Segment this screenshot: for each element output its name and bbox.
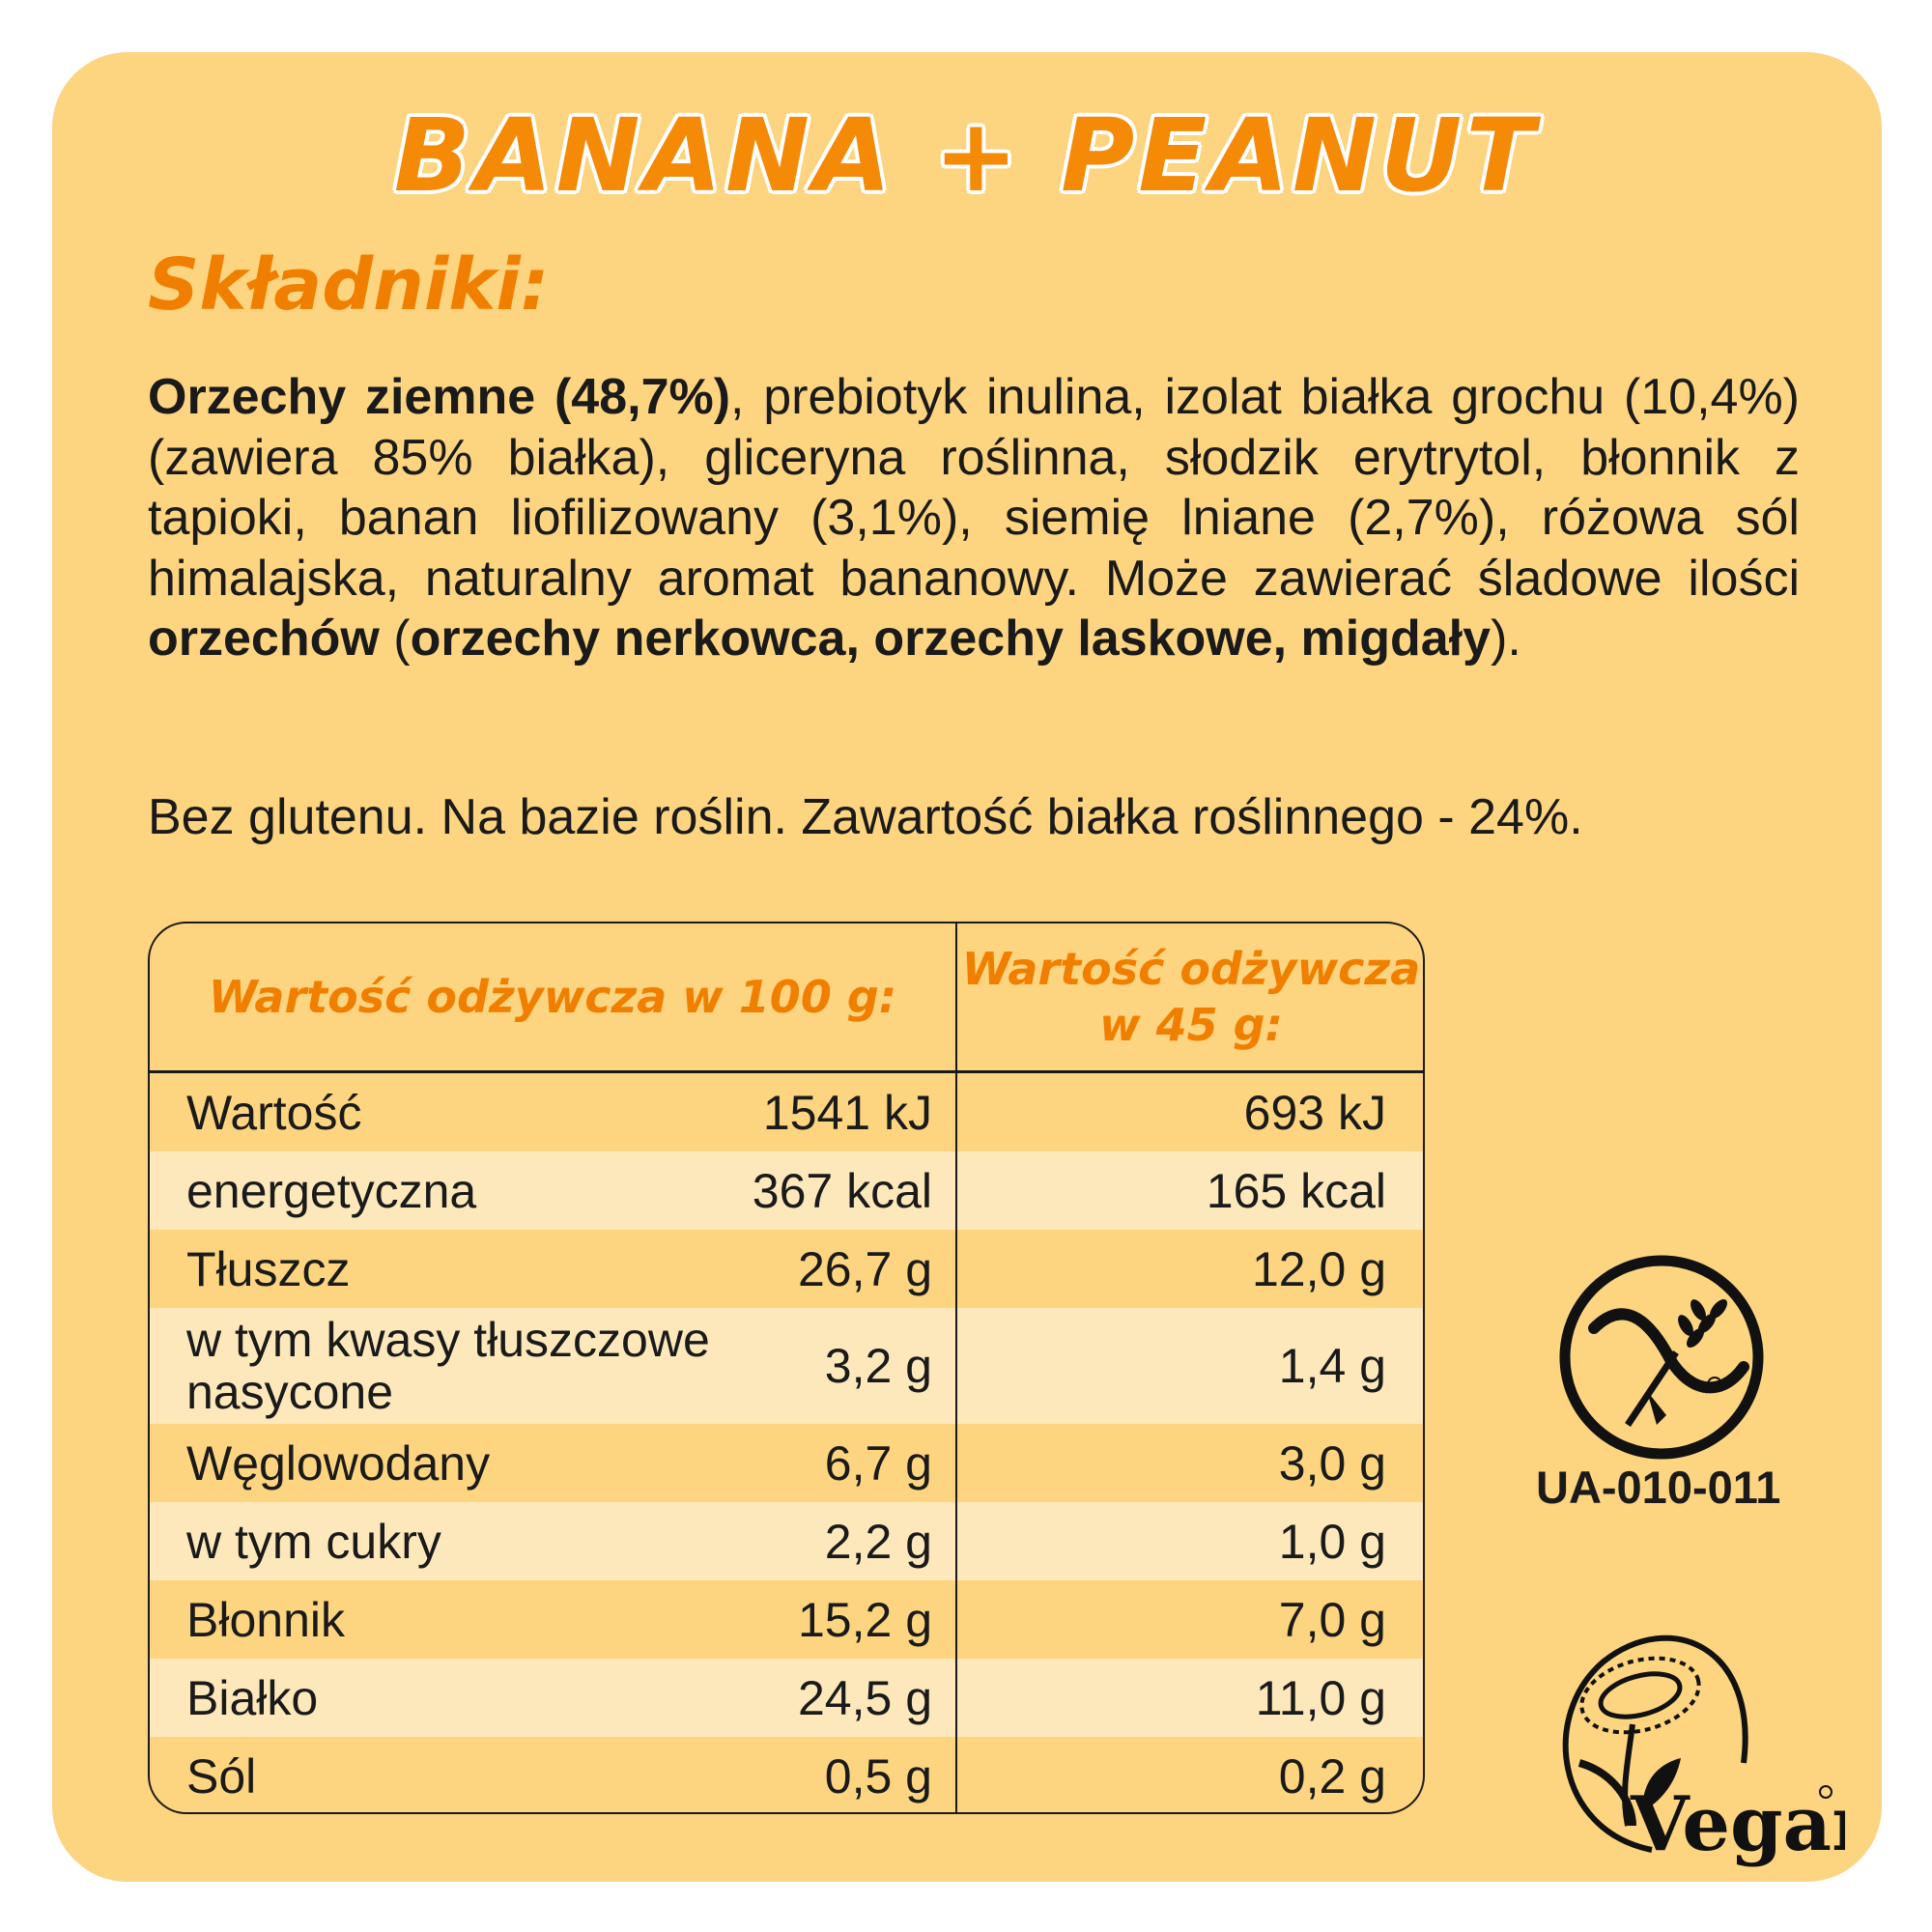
value-per-45g: 165 kcal [1206, 1163, 1386, 1218]
table-row: Sól 0,5 g 0,2 g [150, 1737, 1423, 1812]
value-per-100g: 26,7 g [797, 1241, 932, 1296]
header-per-45g: Wartość odżywcza w 45 g: [961, 943, 1421, 1051]
ingredient-text: , prebiotyk inulina, izolat białka groch… [148, 369, 1800, 607]
ingredient-text: ). [1491, 611, 1521, 667]
nutrient-name: Tłuszcz [186, 1241, 351, 1296]
dietary-note: Bez glutenu. Na bazie roślin. Zawartość … [148, 789, 1583, 845]
value-per-100g: 15,2 g [797, 1592, 932, 1647]
nutrition-rows: Wartość 1541 kJ 693 kJ energetyczna 367 kcal… [150, 1073, 1423, 1812]
crossed-grain-icon [1559, 1255, 1764, 1460]
nutrient-name: Węglowodany [186, 1435, 491, 1491]
nutrient-name: Białko [186, 1670, 319, 1725]
nutrient-name: Wartość [186, 1085, 362, 1140]
value-per-45g: 12,0 g [1251, 1241, 1386, 1296]
value-per-100g: 3,2 g [824, 1339, 932, 1393]
value-per-45g: 11,0 g [1255, 1670, 1386, 1725]
table-row: Wartość 1541 kJ 693 kJ [150, 1073, 1423, 1151]
ingredients-heading: Składniki: [148, 243, 550, 327]
ingredient-bold: Orzechy ziemne (48,7%) [148, 369, 731, 425]
value-per-100g: 0,5 g [824, 1748, 932, 1804]
product-title: BANANA + PEANUT [393, 97, 1539, 214]
allergen-bold: orzechów [148, 611, 380, 667]
table-row: w tym cukry 2,2 g 1,0 g [150, 1502, 1423, 1580]
value-per-45g: 1,0 g [1278, 1514, 1386, 1569]
table-row: w tym kwasy tłuszczowe nasycone 3,2 g 1,4 … [150, 1308, 1423, 1424]
table-row: Tłuszcz 26,7 g 12,0 g [150, 1230, 1423, 1308]
ingredients-text: Orzechy ziemne (48,7%), prebiotyk inulin… [148, 367, 1800, 669]
value-per-45g: 3,0 g [1278, 1435, 1386, 1491]
table-row: Węglowodany 6,7 g 3,0 g [150, 1424, 1423, 1502]
value-per-100g: 6,7 g [824, 1435, 932, 1491]
vegan-sunflower-icon: Vegan [1562, 1634, 1845, 1868]
column-divider [955, 923, 957, 1812]
ingredient-text: ( [379, 611, 411, 667]
value-per-100g: 367 kcal [752, 1163, 932, 1218]
gluten-free-code: UA-010-011 [1536, 1462, 1781, 1513]
nutrient-name: Błonnik [186, 1592, 345, 1647]
table-row: Błonnik 15,2 g 7,0 g [150, 1580, 1423, 1659]
value-per-100g: 2,2 g [824, 1514, 932, 1569]
header-divider [150, 1070, 1423, 1073]
svg-text:Vegan: Vegan [1630, 1780, 1845, 1868]
value-per-100g: 1541 kJ [762, 1085, 932, 1140]
nutrient-name: w tym cukry [186, 1514, 441, 1569]
allergen-bold: orzechy nerkowca, orzechy laskowe, migda… [410, 611, 1492, 667]
nutrient-name: w tym kwasy tłuszczowe nasycone [186, 1313, 710, 1419]
value-per-45g: 7,0 g [1278, 1592, 1386, 1647]
header-per-100g: Wartość odżywcza w 100 g: [208, 971, 897, 1023]
value-per-100g: 24,5 g [797, 1670, 932, 1725]
nutrition-table: Wartość odżywcza w 100 g: Wartość odżywc… [148, 922, 1425, 1814]
table-row: energetyczna 367 kcal 165 kcal [150, 1151, 1423, 1230]
value-per-45g: 1,4 g [1278, 1339, 1386, 1393]
nutrient-name: energetyczna [186, 1163, 477, 1218]
nutrient-name: Sól [186, 1748, 257, 1804]
value-per-45g: 693 kJ [1243, 1085, 1386, 1140]
table-row: Białko 24,5 g 11,0 g [150, 1659, 1423, 1737]
value-per-45g: 0,2 g [1278, 1748, 1386, 1804]
